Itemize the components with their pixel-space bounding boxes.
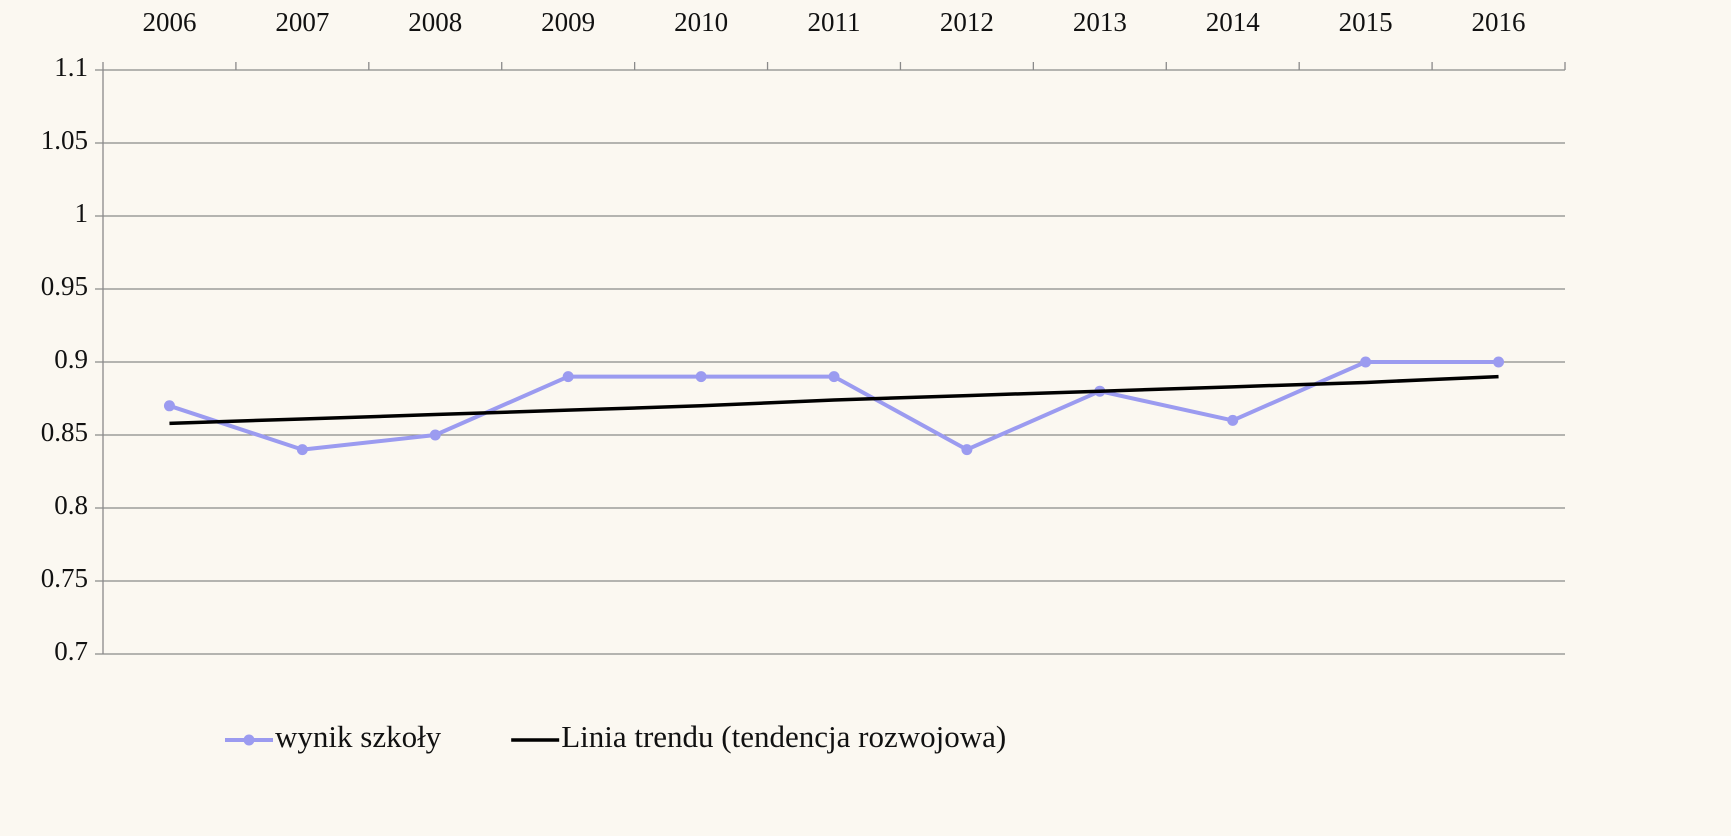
y-tick-label: 0.75 (41, 563, 88, 593)
x-tick-label: 2013 (1073, 7, 1127, 37)
x-tick-label: 2006 (142, 7, 196, 37)
series-line (169, 374, 1499, 426)
x-tick-label: 2011 (808, 7, 861, 37)
data-point (828, 371, 840, 383)
data-point (1360, 356, 1372, 368)
y-tick-label: 0.9 (54, 344, 88, 374)
data-point (296, 444, 308, 456)
x-tick-label: 2014 (1206, 7, 1261, 37)
legend-marker (243, 734, 255, 746)
x-tick-label: 2007 (275, 7, 329, 37)
data-point (1227, 414, 1239, 426)
y-tick-label: 0.7 (54, 636, 88, 666)
y-tick-label: 0.8 (54, 490, 88, 520)
x-tick-label: 2012 (940, 7, 994, 37)
x-tick-label: 2009 (541, 7, 595, 37)
data-point (429, 429, 441, 441)
data-point (163, 400, 175, 412)
y-tick-label: 1.1 (54, 52, 88, 82)
data-point (562, 371, 574, 383)
legend-label: wynik szkoły (275, 719, 442, 754)
y-tick-label: 1.05 (41, 125, 88, 155)
x-tick-label: 2016 (1472, 7, 1526, 37)
data-point (695, 371, 707, 383)
data-point (1493, 356, 1505, 368)
x-tick-label: 2015 (1339, 7, 1393, 37)
y-tick-label: 0.95 (41, 271, 88, 301)
y-tick-label: 1 (75, 198, 89, 228)
y-tick-label: 0.85 (41, 417, 88, 447)
data-point (961, 444, 973, 456)
x-tick-label: 2010 (674, 7, 728, 37)
legend-label: Linia trendu (tendencja rozwojowa) (561, 719, 1006, 754)
x-tick-label: 2008 (408, 7, 462, 37)
